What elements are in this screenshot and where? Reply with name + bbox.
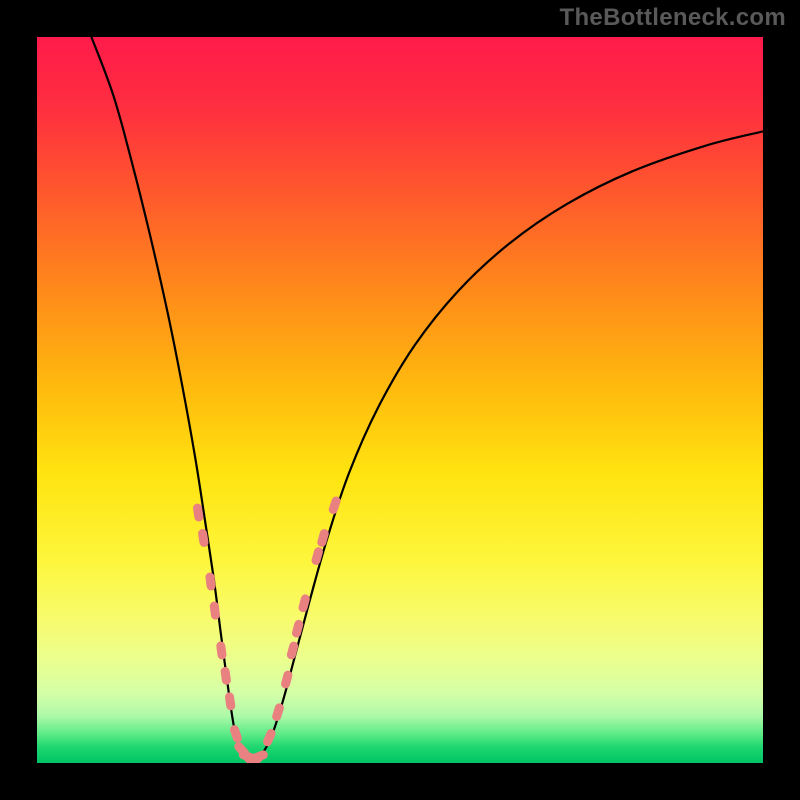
chart-svg: [0, 0, 800, 800]
chart-frame: [0, 0, 800, 800]
plot-area-gradient: [37, 37, 763, 763]
watermark-text: TheBottleneck.com: [560, 4, 786, 32]
